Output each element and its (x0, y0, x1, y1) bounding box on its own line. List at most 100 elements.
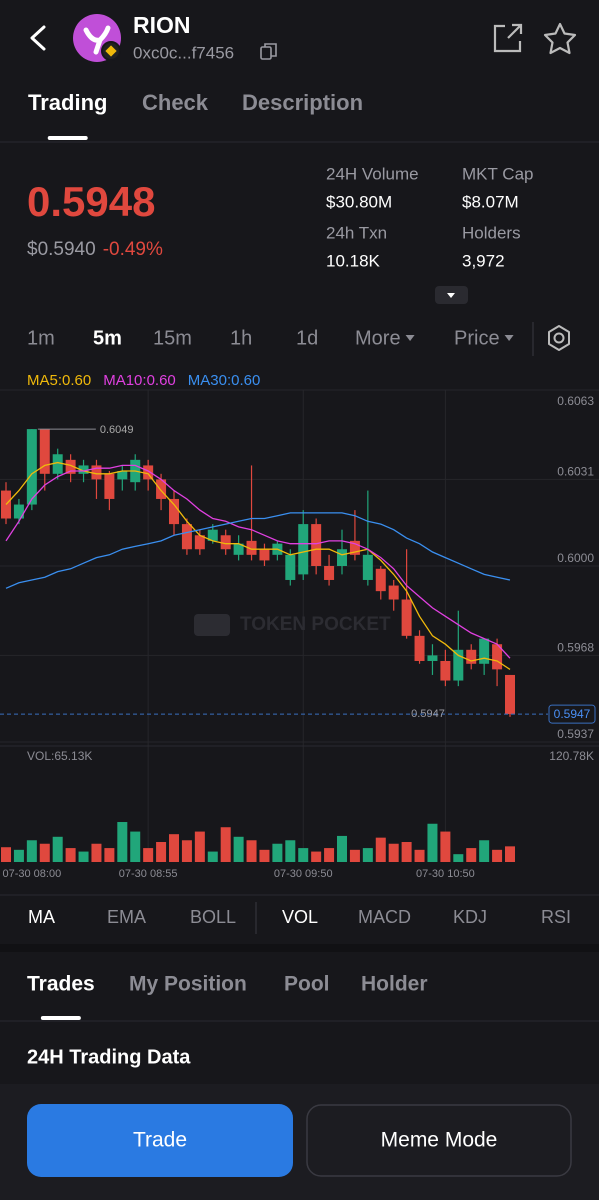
indicator-option[interactable]: KDJ (453, 907, 487, 927)
ma-line (5, 512, 511, 589)
candle-body (233, 543, 244, 555)
x-tick-label: 07-30 10:50 (416, 868, 475, 880)
candle-body (117, 471, 128, 480)
interval-option[interactable]: 15m (153, 327, 192, 349)
stat-label: 24H Volume (326, 164, 419, 183)
interval-option[interactable]: More (355, 327, 401, 349)
interval-option[interactable]: 1m (27, 327, 55, 349)
stat-value: 10.18K (326, 251, 381, 270)
token-address: 0xc0c...f7456 (133, 43, 234, 62)
meme-mode-button[interactable] (306, 1104, 572, 1177)
volume-bar (169, 834, 179, 862)
indicator-option[interactable]: MACD (358, 907, 411, 927)
settings-icon[interactable] (548, 325, 570, 351)
token-title: RION (133, 12, 191, 38)
volume-bar (91, 843, 102, 862)
volume-bar (440, 831, 451, 862)
y-tick-label: 0.6031 (557, 465, 594, 479)
interval-option[interactable]: 1h (230, 327, 252, 349)
candle-body (401, 599, 412, 636)
volume-bar (181, 840, 192, 862)
price-change: -0.49% (103, 239, 163, 260)
volume-bar (143, 848, 154, 862)
candle-body (324, 566, 335, 580)
candle-body (143, 465, 154, 480)
candle-body (349, 540, 360, 555)
tab[interactable]: Holder (361, 973, 428, 996)
legend-entry: MA10:0.60 (103, 372, 176, 389)
interval-option[interactable]: 1d (296, 327, 318, 349)
candle-body (505, 674, 515, 715)
ma-line (5, 461, 511, 670)
indicator-option[interactable]: EMA (107, 907, 146, 927)
volume-bar (194, 831, 205, 862)
candle-body (78, 465, 89, 474)
tab[interactable]: Description (242, 90, 363, 115)
stat-label: MKT Cap (462, 164, 534, 183)
volume-bar (26, 840, 37, 862)
candle-body (156, 479, 167, 499)
current-price-box (548, 704, 596, 724)
y-tick-label: 0.5968 (557, 641, 594, 655)
favorite-icon[interactable] (543, 22, 577, 55)
candle-body (39, 429, 50, 474)
volume-bar (324, 848, 335, 862)
volume-bar (349, 849, 360, 862)
indicator-option[interactable]: RSI (541, 907, 571, 927)
section-gap (0, 944, 599, 952)
candle-body (181, 524, 192, 550)
tab[interactable]: My Position (129, 973, 247, 996)
volume-bar (375, 837, 386, 862)
tab-indicator (47, 136, 88, 140)
candle-body (466, 649, 477, 664)
volume-label: VOL:65.13K (27, 749, 92, 763)
trade-button[interactable] (27, 1104, 293, 1177)
candle-body (375, 568, 386, 592)
volume-bar (65, 848, 76, 862)
indicator-option[interactable]: MA (28, 907, 55, 927)
volume-bar (479, 840, 490, 862)
candle-body (52, 454, 63, 474)
volume-bar (414, 849, 425, 862)
candle-body (91, 465, 102, 480)
trade-button-label: Trade (133, 1129, 187, 1152)
volume-bar (337, 835, 347, 862)
tab[interactable]: Check (142, 90, 209, 115)
tab[interactable]: Pool (284, 973, 330, 996)
candle-body (194, 535, 205, 550)
indicator-option[interactable]: BOLL (190, 907, 236, 927)
tab[interactable]: Trading (28, 90, 107, 115)
share-icon[interactable] (493, 23, 523, 53)
indicator-option[interactable]: VOL (282, 907, 318, 927)
volume-bar (466, 848, 477, 862)
candle-body (104, 473, 115, 499)
y-tick-label: 0.5937 (557, 727, 594, 741)
stat-label: 24h Txn (326, 223, 387, 242)
volume-bar (311, 851, 322, 862)
volume-bar (52, 836, 63, 862)
copy-icon[interactable] (260, 43, 277, 60)
volume-bar (388, 843, 399, 862)
volume-bar (298, 848, 309, 862)
legend-entry: MA30:0.60 (188, 372, 261, 389)
current-price-label: 0.5947 (554, 707, 591, 721)
candle-body (285, 554, 296, 580)
candle-body (298, 524, 309, 575)
volume-bar (285, 840, 296, 862)
candle-body (220, 535, 231, 550)
tab-indicator (40, 1016, 81, 1020)
dropdown-arrow (405, 335, 415, 341)
back-button[interactable] (30, 25, 46, 51)
volume-tick-label: 120.78K (549, 749, 594, 763)
x-tick-label: 07-30 09:50 (274, 868, 333, 880)
tab[interactable]: Trades (27, 973, 95, 996)
volume-bar (78, 851, 89, 862)
volume-bar (272, 843, 283, 862)
volume-bar (246, 840, 257, 862)
price: 0.5948 (27, 178, 155, 225)
interval-option[interactable]: 5m (93, 327, 122, 349)
interval-option[interactable]: Price (454, 327, 500, 349)
meme-mode-button-label: Meme Mode (381, 1129, 498, 1152)
volume-bar (401, 842, 412, 862)
